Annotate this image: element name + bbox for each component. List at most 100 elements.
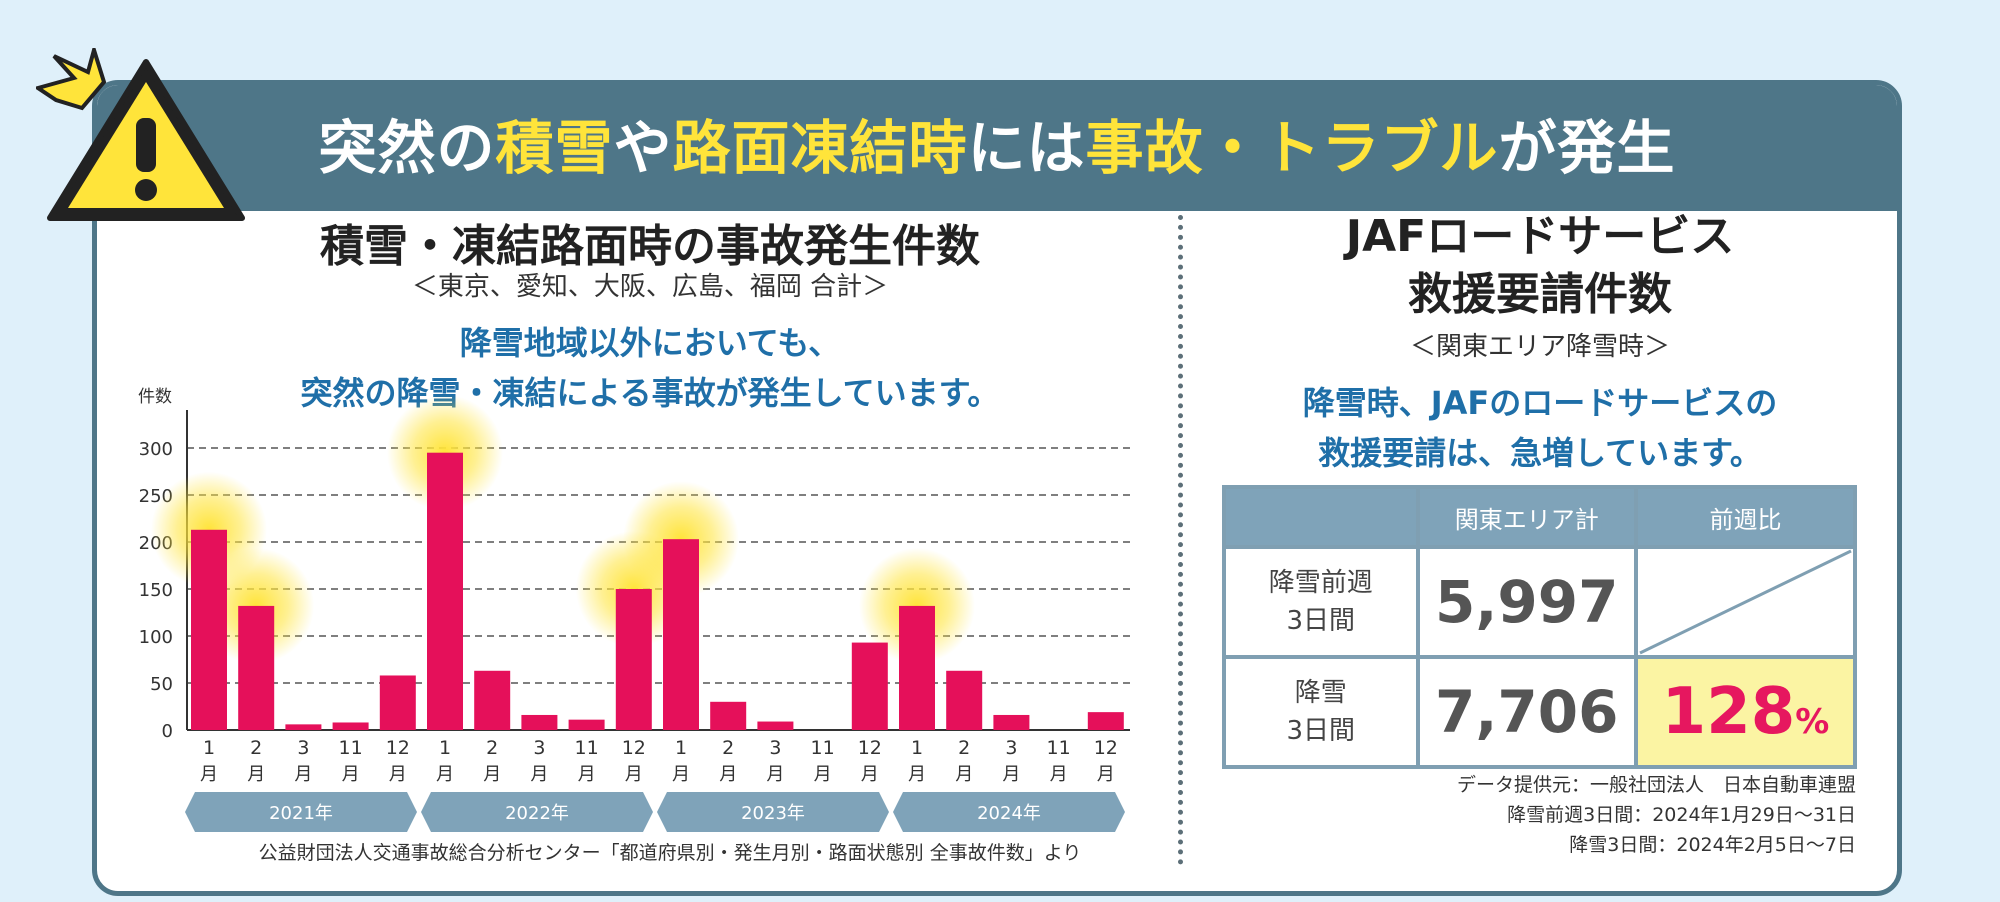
bar-3 xyxy=(332,722,369,730)
row-label-line: 3日間 xyxy=(1286,716,1356,746)
row-label-line: 3日間 xyxy=(1286,606,1356,636)
jaf-title-line-1: JAFロードサービス xyxy=(1345,211,1735,262)
x-tick-label: 2 xyxy=(486,737,498,759)
x-tick-unit: 月 xyxy=(342,764,360,785)
x-tick-unit: 月 xyxy=(530,764,548,785)
x-tick-unit: 月 xyxy=(294,764,312,785)
table-row: 降雪前週 3日間 5,997 xyxy=(1222,545,1857,659)
x-tick-unit: 月 xyxy=(247,764,265,785)
table-row: 降雪 3日間 7,706 128% xyxy=(1222,655,1857,769)
x-tick-unit: 月 xyxy=(1050,764,1068,785)
year-band-0 xyxy=(185,792,417,832)
table-corner-cell xyxy=(1222,485,1420,549)
diagonal-line-icon xyxy=(1639,549,1852,655)
banner-highlight-1: 積雪 xyxy=(495,114,614,182)
year-label: 2022年 xyxy=(505,803,569,824)
note-prev-week-dates: 降雪前週3日間：2024年1月29日～31日 xyxy=(1507,804,1856,826)
bar-1 xyxy=(238,605,275,730)
banner-highlight-3: 事故・トラブル xyxy=(1085,114,1499,182)
bar-4 xyxy=(379,675,416,730)
x-tick-unit: 月 xyxy=(200,764,218,785)
ratio-unit: % xyxy=(1795,702,1830,742)
x-tick-label: 3 xyxy=(769,737,781,759)
bar-8 xyxy=(568,719,605,730)
value-prev-week: 5,997 xyxy=(1415,545,1638,659)
value-snow: 7,706 xyxy=(1415,655,1638,769)
x-tick-label: 2 xyxy=(250,737,262,759)
note-provider: データ提供元：一般社団法人 日本自動車連盟 xyxy=(1456,774,1856,796)
banner-title: 突然の積雪や路面凍結時には事故・トラブルが発生 xyxy=(97,85,1897,211)
bar-15 xyxy=(899,605,935,730)
table-header-total: 関東エリア計 xyxy=(1415,485,1638,549)
year-label: 2024年 xyxy=(977,803,1041,824)
x-tick-label: 3 xyxy=(297,737,309,759)
bar-2 xyxy=(285,724,322,730)
x-tick-label: 1 xyxy=(911,737,923,759)
x-tick-label: 12 xyxy=(386,737,410,759)
bar-10 xyxy=(663,539,699,730)
x-tick-unit: 月 xyxy=(578,764,596,785)
bar-6 xyxy=(474,670,511,730)
row-label-line: 降雪 xyxy=(1294,678,1347,708)
jaf-title-line-2: 救援要請件数 xyxy=(1408,269,1672,320)
jaf-subtitle: ＜関東エリア降雪時＞ xyxy=(1409,332,1670,362)
jaf-request-table: 関東エリア計 前週比 降雪前週 3日間 5,997 降雪 3日間 7,706 1… xyxy=(1222,485,1857,769)
row-label-line: 降雪前週 xyxy=(1268,568,1373,598)
bar-7 xyxy=(521,714,558,730)
jaf-message-line-2: 救援要請は、急増しています。 xyxy=(1318,434,1762,472)
x-tick-unit: 月 xyxy=(814,764,832,785)
x-tick-label: 11 xyxy=(339,737,363,759)
x-tick-label: 3 xyxy=(533,737,545,759)
table-header-row: 関東エリア計 前週比 xyxy=(1222,485,1857,549)
y-tick-label: 0 xyxy=(162,721,173,742)
chart-source: 公益財団法人交通事故総合分析センター「都道府県別・発生月別・路面状態別 全事故件… xyxy=(258,842,1082,864)
x-tick-unit: 月 xyxy=(955,764,973,785)
bar-11 xyxy=(710,701,747,730)
year-label: 2021年 xyxy=(269,803,333,824)
y-tick-label: 50 xyxy=(150,674,173,695)
x-tick-unit: 月 xyxy=(861,764,879,785)
x-tick-label: 11 xyxy=(575,737,599,759)
y-axis-label: 件数 xyxy=(138,387,172,407)
banner-highlight-2: 路面凍結時 xyxy=(672,114,968,182)
x-tick-unit: 月 xyxy=(1097,764,1115,785)
x-tick-unit: 月 xyxy=(908,764,926,785)
section-divider xyxy=(1178,215,1183,865)
x-tick-label: 2 xyxy=(958,737,970,759)
x-tick-unit: 月 xyxy=(483,764,501,785)
jaf-message-line-1: 降雪時、JAFのロードサービスの xyxy=(1302,384,1778,422)
ratio-value: 128% xyxy=(1634,655,1857,769)
x-tick-unit: 月 xyxy=(719,764,737,785)
y-tick-label: 300 xyxy=(139,439,173,460)
bar-19 xyxy=(1087,712,1124,730)
x-tick-unit: 月 xyxy=(1002,764,1020,785)
row-label-snow: 降雪 3日間 xyxy=(1222,655,1420,769)
x-tick-label: 12 xyxy=(622,737,646,759)
banner-text-4: が発生 xyxy=(1498,114,1676,182)
jaf-message: 降雪時、JAFのロードサービスの 救援要請は、急増しています。 xyxy=(1200,378,1880,478)
chart-message-line-1: 降雪地域以外においても、 xyxy=(459,324,841,362)
year-label: 2023年 xyxy=(741,803,805,824)
x-tick-label: 1 xyxy=(675,737,687,759)
x-tick-label: 12 xyxy=(858,737,882,759)
ratio-empty-cell xyxy=(1634,545,1857,659)
bar-0 xyxy=(191,529,227,730)
x-tick-label: 1 xyxy=(439,737,451,759)
bar-16 xyxy=(946,670,983,730)
year-band-1 xyxy=(421,792,653,832)
x-tick-label: 3 xyxy=(1005,737,1017,759)
y-tick-label: 150 xyxy=(139,580,173,601)
chart-subtitle: ＜東京、愛知、大阪、広島、福岡 合計＞ xyxy=(411,272,889,302)
x-tick-unit: 月 xyxy=(625,764,643,785)
bar-14 xyxy=(851,642,888,730)
x-tick-label: 11 xyxy=(1047,737,1071,759)
warning-icon xyxy=(36,48,245,221)
banner: 突然の積雪や路面凍結時には事故・トラブルが発生 xyxy=(97,85,1897,211)
year-band-3 xyxy=(893,792,1125,832)
x-tick-label: 2 xyxy=(722,737,734,759)
banner-text-3: には xyxy=(967,114,1086,182)
bar-5 xyxy=(427,452,463,730)
banner-text-1: 突然の xyxy=(318,114,496,182)
x-tick-label: 1 xyxy=(203,737,215,759)
